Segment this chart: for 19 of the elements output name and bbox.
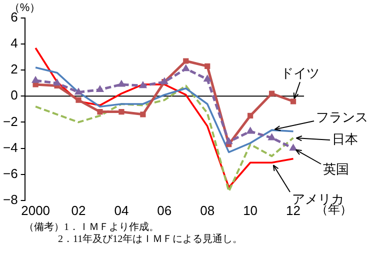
y-tick-label: −2 bbox=[2, 114, 18, 129]
text: 英国 bbox=[323, 162, 349, 177]
x-tick-label: 04 bbox=[114, 202, 129, 218]
text: （備考）1．ＩＭＦより作成。 bbox=[24, 222, 160, 234]
x-tick-label: 02 bbox=[71, 202, 86, 218]
series-label: フランス bbox=[316, 110, 368, 125]
series-label: ドイツ bbox=[280, 66, 320, 81]
y-tick-label: −4 bbox=[2, 140, 18, 155]
text: 日本 bbox=[332, 132, 358, 147]
text: 2．11年及び12年はＩＭＦによる見通し。 bbox=[57, 234, 243, 246]
y-tick-label: 4 bbox=[10, 36, 18, 51]
x-tick-label: 2000 bbox=[21, 202, 50, 218]
y-tick-label: −6 bbox=[2, 166, 18, 181]
x-tick-label: 10 bbox=[243, 202, 258, 218]
y-tick-label: 2 bbox=[10, 62, 18, 77]
x-tick-label: 08 bbox=[200, 202, 215, 218]
y-tick-label: 0 bbox=[10, 88, 18, 103]
y-tick-label: −8 bbox=[2, 192, 18, 207]
x-tick-label: 06 bbox=[157, 202, 172, 218]
